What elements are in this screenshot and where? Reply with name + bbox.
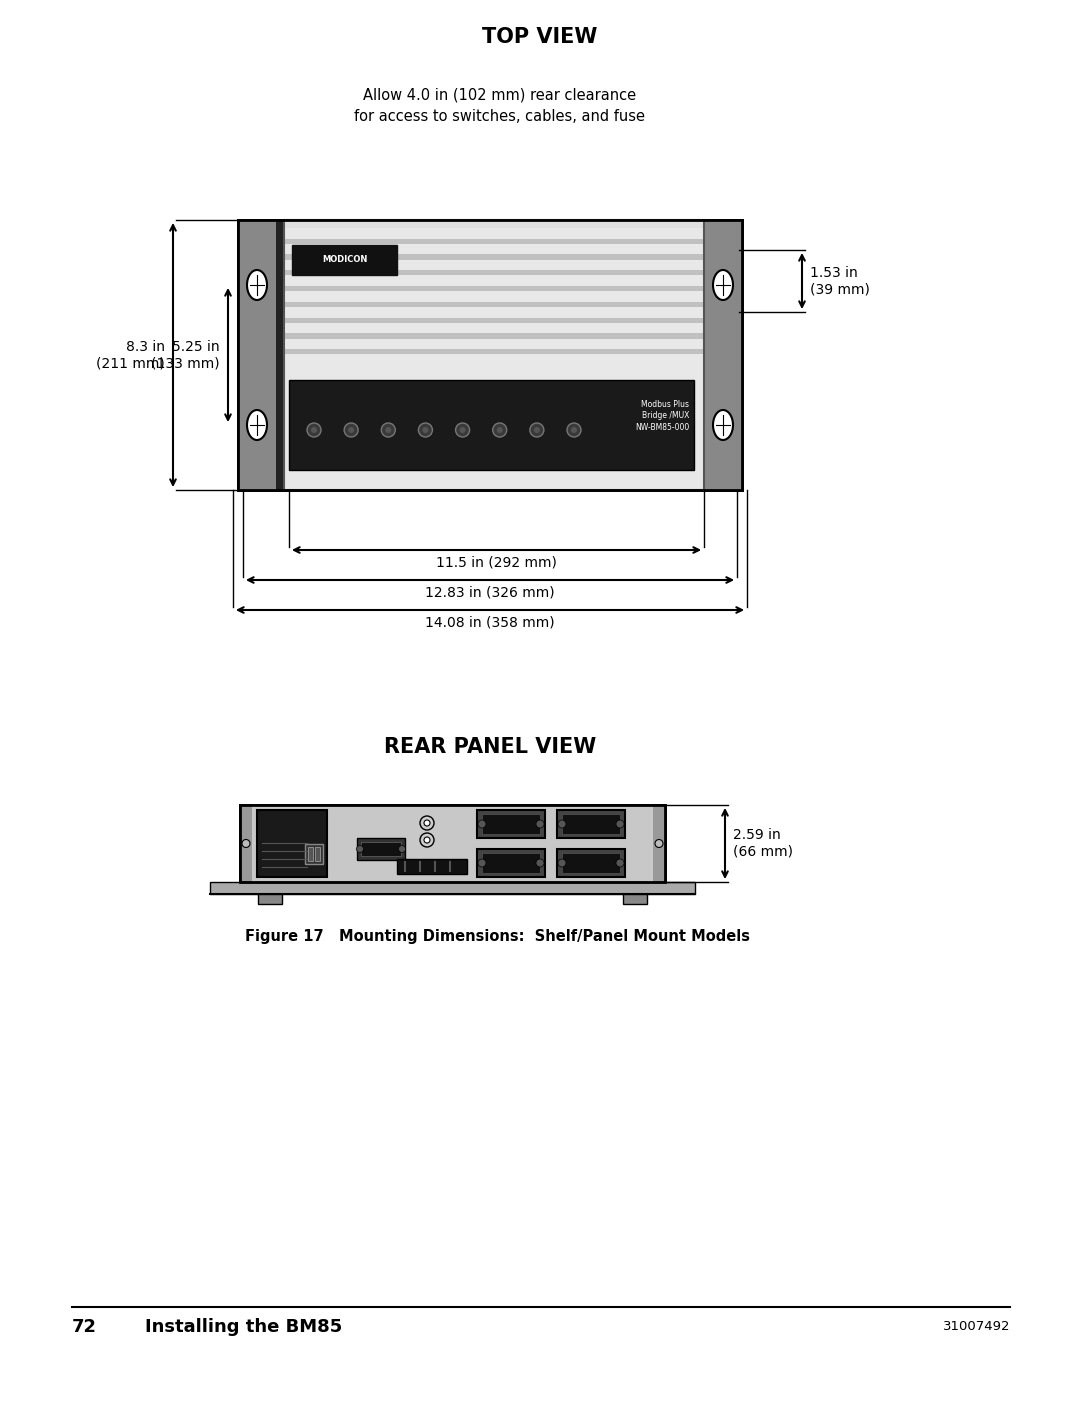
Circle shape — [536, 859, 544, 867]
Circle shape — [460, 427, 465, 434]
Bar — [289, 380, 694, 470]
Circle shape — [654, 839, 663, 847]
Ellipse shape — [247, 271, 267, 300]
Circle shape — [420, 833, 434, 847]
Text: 14.08 in (358 mm): 14.08 in (358 mm) — [426, 615, 555, 629]
Bar — [238, 220, 742, 490]
Circle shape — [424, 820, 430, 826]
Circle shape — [418, 424, 432, 436]
Text: REAR PANEL VIEW: REAR PANEL VIEW — [383, 737, 596, 757]
Circle shape — [567, 424, 581, 436]
Circle shape — [399, 846, 405, 853]
Bar — [240, 805, 665, 881]
Bar — [361, 842, 401, 856]
Circle shape — [558, 820, 566, 828]
Bar — [292, 245, 397, 275]
Bar — [557, 849, 625, 877]
Circle shape — [348, 427, 354, 434]
Bar — [284, 228, 704, 238]
Bar — [258, 894, 282, 904]
Bar — [308, 846, 313, 860]
Bar — [315, 846, 320, 860]
Circle shape — [497, 427, 502, 434]
Text: 1.53 in
(39 mm): 1.53 in (39 mm) — [810, 266, 869, 296]
Bar — [305, 843, 323, 863]
Circle shape — [424, 837, 430, 843]
Ellipse shape — [713, 410, 733, 441]
Bar — [284, 292, 704, 302]
Bar — [562, 853, 620, 873]
Bar — [653, 805, 665, 881]
Circle shape — [478, 859, 486, 867]
Bar — [704, 220, 742, 490]
Bar — [252, 805, 653, 881]
Bar — [238, 220, 276, 490]
Bar — [284, 323, 704, 333]
Bar — [357, 837, 405, 860]
Circle shape — [530, 424, 544, 436]
Bar — [284, 220, 704, 490]
Bar — [238, 220, 742, 490]
Circle shape — [381, 424, 395, 436]
Circle shape — [307, 424, 321, 436]
Circle shape — [422, 427, 429, 434]
Bar — [284, 339, 704, 349]
Circle shape — [311, 427, 318, 434]
Bar — [284, 354, 704, 366]
Bar — [284, 366, 704, 490]
Text: TOP VIEW: TOP VIEW — [483, 27, 597, 47]
Bar — [562, 813, 620, 835]
Text: 12.83 in (326 mm): 12.83 in (326 mm) — [426, 585, 555, 599]
Text: 31007492: 31007492 — [943, 1321, 1010, 1333]
Bar — [557, 811, 625, 837]
Bar — [284, 228, 704, 366]
Ellipse shape — [247, 410, 267, 441]
Bar — [276, 220, 284, 490]
Text: 8.3 in
(211 mm): 8.3 in (211 mm) — [96, 340, 165, 370]
Bar — [284, 259, 704, 271]
Circle shape — [356, 846, 364, 853]
Circle shape — [456, 424, 470, 436]
Bar — [284, 244, 704, 254]
Bar — [477, 849, 545, 877]
Bar — [240, 805, 665, 881]
Circle shape — [616, 859, 624, 867]
Circle shape — [386, 427, 391, 434]
Text: 2.59 in
(66 mm): 2.59 in (66 mm) — [733, 829, 793, 859]
Bar — [276, 220, 704, 490]
Bar — [210, 881, 696, 894]
Text: Figure 17   Mounting Dimensions:  Shelf/Panel Mount Models: Figure 17 Mounting Dimensions: Shelf/Pan… — [245, 930, 750, 944]
Bar — [240, 805, 252, 881]
Circle shape — [571, 427, 577, 434]
Text: MODICON: MODICON — [322, 255, 367, 265]
Circle shape — [616, 820, 624, 828]
Circle shape — [242, 839, 249, 847]
Bar — [257, 811, 327, 877]
Bar — [623, 894, 647, 904]
Bar — [397, 859, 467, 874]
Text: Allow 4.0 in (102 mm) rear clearance
for access to switches, cables, and fuse: Allow 4.0 in (102 mm) rear clearance for… — [354, 86, 646, 125]
Bar — [482, 853, 540, 873]
Text: 72: 72 — [72, 1318, 97, 1336]
Circle shape — [478, 820, 486, 828]
Text: 11.5 in (292 mm): 11.5 in (292 mm) — [436, 555, 557, 570]
Circle shape — [420, 816, 434, 830]
Text: 5.25 in
(133 mm): 5.25 in (133 mm) — [151, 340, 220, 370]
Bar — [284, 307, 704, 317]
Circle shape — [536, 820, 544, 828]
Bar — [482, 813, 540, 835]
Circle shape — [534, 427, 540, 434]
Bar — [477, 811, 545, 837]
Ellipse shape — [713, 271, 733, 300]
Circle shape — [558, 859, 566, 867]
Bar — [284, 275, 704, 286]
Text: Installing the BM85: Installing the BM85 — [145, 1318, 342, 1336]
Text: Modbus Plus
Bridge /MUX
NW-BM85-000: Modbus Plus Bridge /MUX NW-BM85-000 — [635, 400, 689, 432]
Circle shape — [492, 424, 507, 436]
Circle shape — [345, 424, 359, 436]
